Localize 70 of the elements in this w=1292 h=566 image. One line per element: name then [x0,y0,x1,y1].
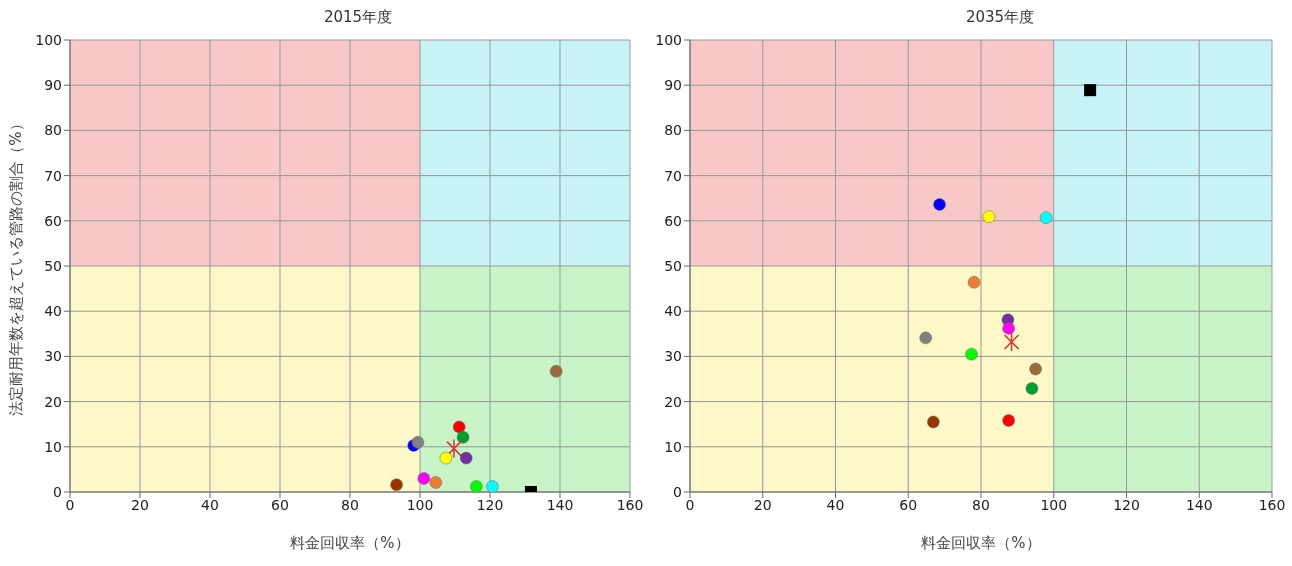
x-tick-label: 100 [1040,496,1068,513]
x-axis-title: 料金回収率（%） [290,534,410,552]
point [1084,84,1097,97]
x-tick-label: 0 [65,496,75,513]
x-tick-label: 20 [753,496,772,513]
x-tick-label: 120 [1113,496,1140,513]
x-tick-label: 40 [201,496,219,513]
y-tick-label: 50 [44,257,62,274]
point [927,415,940,429]
x-tick-label: 100 [406,496,434,513]
point [439,451,453,465]
point [549,365,563,378]
point [446,438,462,459]
point [933,198,946,211]
x-axis-title: 料金回収率（%） [921,534,1041,552]
point [1002,414,1015,427]
point [982,210,996,223]
y-tick-label: 10 [44,438,62,455]
y-tick-label: 60 [664,212,682,229]
y-tick-label: 0 [53,483,62,500]
point [456,431,470,444]
point [967,276,981,289]
y-tick-label: 80 [44,122,62,139]
x-tick-label: 80 [341,496,359,513]
y-tick-label: 70 [664,167,682,184]
y-axis-title: 法定耐用年数を超えている管路の割合（%） [7,116,26,416]
y-tick-label: 20 [664,393,682,410]
point [470,480,483,492]
y-tick-label: 100 [35,31,62,48]
x-tick-label: 160 [616,496,644,513]
point [417,472,431,485]
y-tick-label: 100 [655,31,682,48]
y-tick-label: 0 [673,483,682,500]
y-tick-label: 80 [664,122,682,139]
x-tick-label: 0 [685,496,695,513]
y-tick-label: 40 [44,303,62,320]
point [1003,332,1020,352]
point [965,347,978,361]
y-tick-label: 70 [44,167,62,184]
point [1039,211,1053,224]
point [486,480,499,492]
point [452,420,466,434]
x-tick-label: 140 [546,496,574,513]
x-tick-label: 60 [899,496,918,513]
point [411,436,425,449]
x-tick-label: 120 [476,496,504,513]
point [1002,322,1015,335]
x-tick-label: 40 [826,496,845,513]
y-tick-label: 90 [44,77,62,94]
point [1025,382,1039,395]
x-tick-label: 80 [972,496,990,513]
y-tick-label: 20 [44,393,62,410]
y-tick-label: 90 [664,77,682,94]
chart-title: 2015年度 [322,8,394,28]
y-tick-label: 60 [44,212,62,229]
x-tick-label: 60 [271,496,289,513]
point [459,451,473,465]
y-tick-label: 40 [664,303,682,320]
y-tick-label: 10 [664,438,682,455]
x-tick-label: 140 [1185,496,1213,513]
point [1029,362,1042,376]
point [429,476,442,489]
x-tick-label: 20 [131,496,149,513]
y-tick-label: 30 [664,348,682,365]
y-tick-label: 30 [44,348,62,365]
chart-title: 2035年度 [964,8,1036,28]
y-tick-label: 50 [664,257,682,274]
point [919,331,932,345]
point [390,478,403,492]
x-tick-label: 160 [1258,496,1286,513]
